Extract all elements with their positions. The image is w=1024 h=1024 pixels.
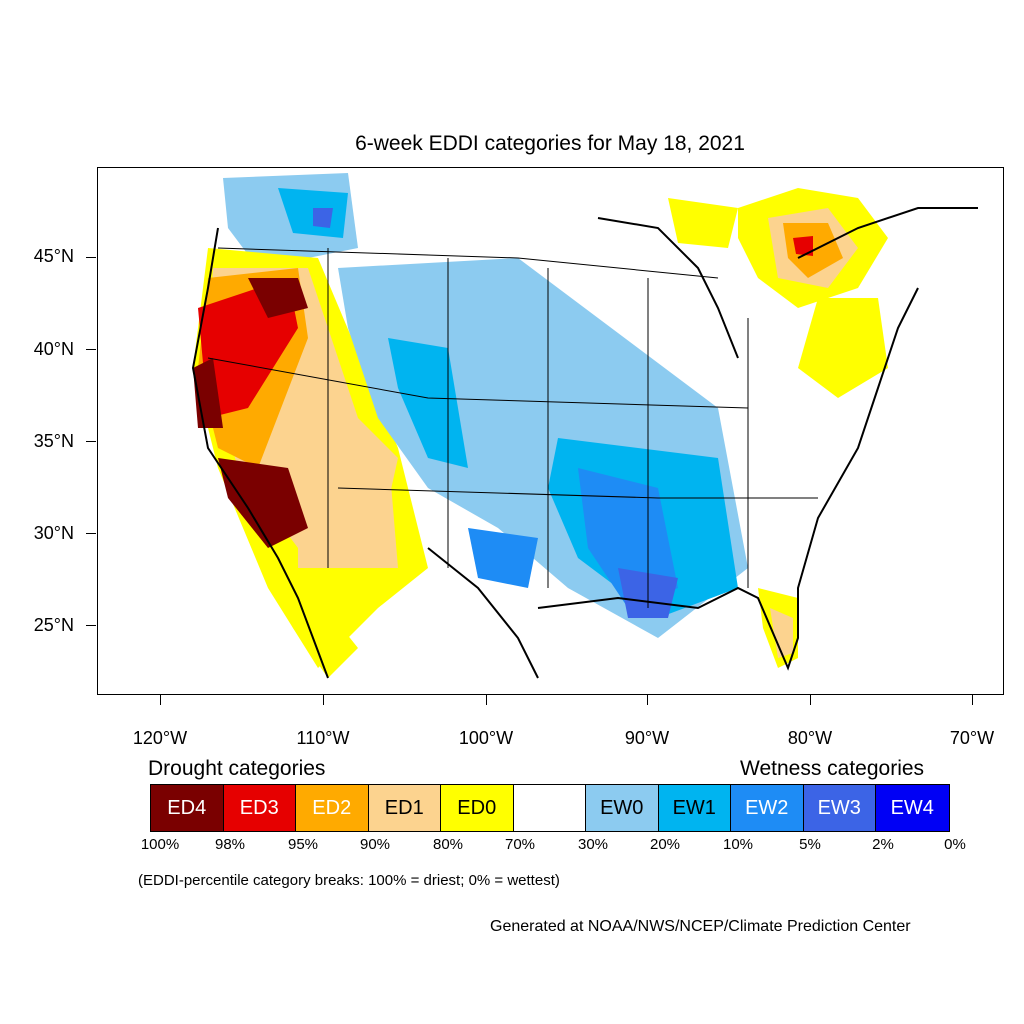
state-borders bbox=[207, 247, 818, 608]
legend-swatch-ew0: EW0 bbox=[586, 785, 659, 831]
percentile-label: 30% bbox=[577, 836, 609, 853]
lon-tick bbox=[160, 695, 161, 705]
percentile-label: 2% bbox=[872, 836, 894, 853]
percentile-label: 10% bbox=[722, 836, 754, 853]
lon-tick bbox=[323, 695, 324, 705]
legend-swatch-ew2: EW2 bbox=[731, 785, 804, 831]
lon-label-120: 120°W bbox=[132, 728, 188, 748]
lon-tick bbox=[972, 695, 973, 705]
quebec-ed3 bbox=[793, 236, 813, 256]
legend-swatch-ew1: EW1 bbox=[658, 785, 731, 831]
texas-ew1 bbox=[468, 528, 538, 588]
legend-label: ED2 bbox=[312, 796, 352, 819]
ca-ed4-south bbox=[218, 458, 308, 548]
northeast-ed0 bbox=[798, 298, 888, 398]
lat-tick bbox=[86, 349, 96, 350]
map-canvas bbox=[191, 173, 978, 679]
ca-ed4-north bbox=[248, 278, 308, 318]
ontario-north-dry bbox=[668, 198, 738, 248]
percentile-label: 70% bbox=[504, 836, 536, 853]
lon-tick bbox=[810, 695, 811, 705]
southwest-ed1 bbox=[298, 448, 398, 568]
lon-tick bbox=[486, 695, 487, 705]
percentile-label: 98% bbox=[214, 836, 246, 853]
lat-tick bbox=[86, 533, 96, 534]
lat-label-30: 30°N bbox=[33, 523, 74, 543]
legend-label: EW3 bbox=[817, 796, 861, 819]
lat-label-45: 45°N bbox=[33, 246, 74, 266]
legend-label: EW0 bbox=[600, 796, 644, 819]
legend-label: EW2 bbox=[745, 796, 789, 819]
lat-tick bbox=[86, 441, 96, 442]
lon-label-100: 100°W bbox=[458, 728, 514, 748]
percentile-label: 20% bbox=[649, 836, 681, 853]
legend-swatch-ed4: ED4 bbox=[151, 785, 224, 831]
pnw-wet3 bbox=[313, 208, 333, 228]
map-title: 6-week EDDI categories for May 18, 2021 bbox=[355, 132, 745, 155]
legend-swatch-ed0: ED0 bbox=[441, 785, 514, 831]
legend-label: ED1 bbox=[384, 796, 424, 819]
percentile-label: 0% bbox=[944, 836, 966, 853]
lat-label-40: 40°N bbox=[33, 339, 74, 359]
lat-tick bbox=[86, 257, 96, 258]
percentile-label: 90% bbox=[359, 836, 391, 853]
legend-label: EW4 bbox=[890, 796, 934, 819]
legend-swatch-ew3: EW3 bbox=[803, 785, 876, 831]
lat-tick bbox=[86, 625, 96, 626]
florida-ed2 bbox=[770, 608, 793, 658]
south-ew2 bbox=[578, 468, 678, 608]
legend-label: ED0 bbox=[457, 796, 497, 819]
baja-dry bbox=[268, 548, 358, 678]
legend-label: ED4 bbox=[167, 796, 207, 819]
legend-swatch-ed3: ED3 bbox=[223, 785, 296, 831]
legend-swatch-ed1: ED1 bbox=[368, 785, 441, 831]
percentile-label: 5% bbox=[799, 836, 821, 853]
credit-line: Generated at NOAA/NWS/NCEP/Climate Predi… bbox=[490, 918, 911, 935]
wetness-legend-title: Wetness categories bbox=[740, 757, 925, 780]
lon-label-90: 90°W bbox=[624, 728, 670, 748]
percentile-label: 100% bbox=[140, 836, 180, 853]
legend-swatch-ed2: ED2 bbox=[296, 785, 369, 831]
coastlines bbox=[191, 207, 978, 679]
percentile-label: 95% bbox=[287, 836, 319, 853]
lon-label-70: 70°W bbox=[949, 728, 995, 748]
lon-label-80: 80°W bbox=[787, 728, 833, 748]
lat-label-35: 35°N bbox=[33, 431, 74, 451]
legend-label: EW1 bbox=[672, 796, 716, 819]
lat-label-25: 25°N bbox=[33, 615, 74, 635]
breaks-note: (EDDI-percentile category breaks: 100% =… bbox=[138, 872, 560, 889]
lon-tick bbox=[647, 695, 648, 705]
legend-label: ED3 bbox=[239, 796, 279, 819]
drought-legend-title: Drought categories bbox=[148, 757, 326, 780]
lon-label-110: 110°W bbox=[296, 728, 350, 748]
eddi-map bbox=[97, 167, 1004, 695]
legend-swatch-normal bbox=[513, 785, 586, 831]
legend-swatch-ew4: EW4 bbox=[876, 785, 949, 831]
category-legend: ED4 ED3 ED2 ED1 ED0 EW0 EW1 EW2 EW3 EW4 bbox=[150, 784, 950, 832]
percentile-label: 80% bbox=[432, 836, 464, 853]
